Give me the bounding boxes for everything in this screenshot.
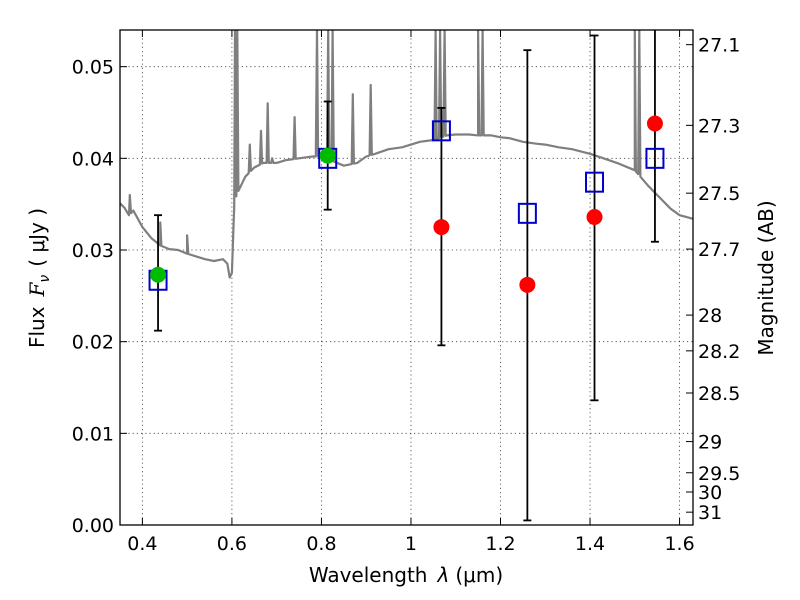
y2-tick-label: 28.2 [698, 341, 740, 363]
measurement-point-red [519, 276, 536, 293]
grid-lines [120, 30, 693, 526]
detection-point-green [150, 266, 167, 283]
model-photometry-square [645, 147, 665, 169]
y2-axis-label: Magnitude (AB) [754, 200, 778, 355]
y2-tick-label: 27.1 [698, 35, 740, 57]
y-tick-label: 0.05 [72, 57, 114, 79]
x-tick-label: 0.4 [127, 533, 157, 555]
model-photometry-square [585, 171, 605, 193]
y2-tick-label: 27.7 [698, 239, 740, 261]
x-tick-label: 1.4 [575, 533, 605, 555]
measurement-point-red [433, 219, 450, 236]
x-axis-label: Wavelength λ (μm) [309, 563, 503, 587]
x-tick-label: 1 [405, 533, 417, 555]
measurement-point-red [586, 209, 603, 225]
model-spectrum-line [120, 30, 693, 279]
data-markers [148, 115, 665, 293]
measurement-point-red [646, 115, 663, 132]
detection-point-green [319, 147, 336, 164]
y2-tick-label: 29 [698, 432, 722, 454]
y2-tick-label: 27.3 [698, 115, 740, 137]
y-tick-label: 0.01 [72, 423, 114, 445]
y-tick-label: 0.00 [72, 515, 114, 537]
model-photometry-square [517, 202, 537, 224]
x-tick-label: 0.8 [306, 533, 336, 555]
y-axis-label: FluxFν( μJy ) [25, 208, 53, 348]
y-tick-label: 0.02 [72, 332, 114, 354]
x-tick-label: 1.6 [664, 533, 694, 555]
plot-frame [119, 29, 694, 526]
plot-series [120, 30, 693, 279]
y2-tick-label: 31 [698, 502, 722, 524]
axis-ticks: 0.4 0.6 0.8 1 1.2 1.4 1.6 0.00 0.01 0.02 0.03 0.04 0… [72, 30, 740, 555]
y-tick-label: 0.03 [72, 240, 114, 262]
y2-tick-label: 28 [698, 305, 722, 327]
y2-tick-label: 30 [698, 482, 722, 504]
model-photometry-square [431, 120, 451, 142]
y2-tick-label: 27.5 [698, 183, 740, 205]
x-tick-label: 0.6 [217, 533, 247, 555]
x-tick-label: 1.2 [485, 533, 515, 555]
y-tick-label: 0.04 [72, 148, 114, 170]
y2-tick-label: 29.5 [698, 463, 740, 485]
y2-tick-label: 28.5 [698, 383, 740, 405]
